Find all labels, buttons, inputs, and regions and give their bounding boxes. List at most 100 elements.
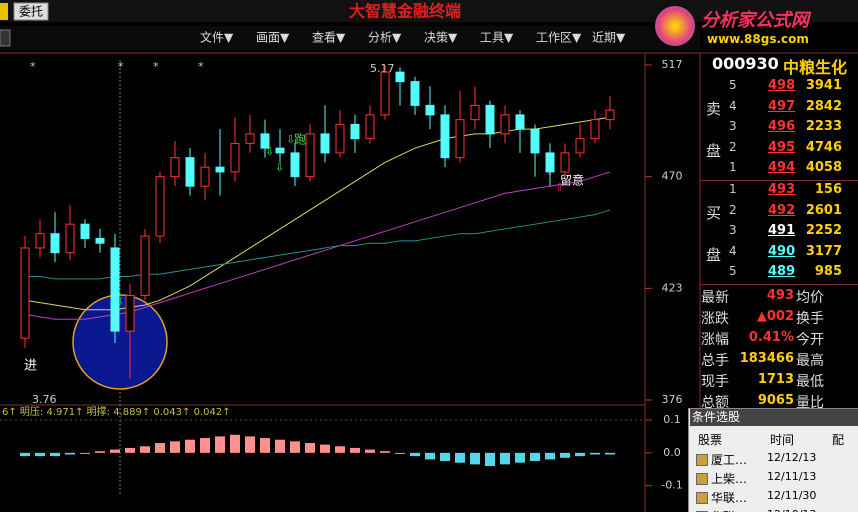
candle xyxy=(605,95,615,130)
menu-item[interactable]: 决策▼ xyxy=(424,31,458,45)
candle xyxy=(455,91,465,163)
volume: 2842 xyxy=(805,98,842,114)
menu-item[interactable]: 近期▼ xyxy=(592,31,626,45)
macd-bar xyxy=(215,436,225,453)
macd-bar xyxy=(140,446,150,453)
body xyxy=(65,223,75,254)
body xyxy=(20,247,30,339)
price: 492 xyxy=(768,202,796,218)
candle xyxy=(545,143,555,187)
menu-item[interactable]: 工具▼ xyxy=(480,31,514,45)
candle xyxy=(530,124,540,177)
stat-label: 总额 xyxy=(701,395,729,411)
row-icon xyxy=(696,473,708,485)
menu-item[interactable]: 分析▼ xyxy=(368,31,402,45)
candle xyxy=(20,236,30,348)
body xyxy=(410,81,420,106)
marker: * xyxy=(30,60,36,73)
macd-bar xyxy=(455,452,465,463)
macd-bar xyxy=(590,452,600,455)
picker-cell[interactable]: 华联… xyxy=(711,491,748,505)
marker: * xyxy=(118,60,124,73)
candle xyxy=(215,129,225,196)
body xyxy=(395,71,405,83)
menu-bar xyxy=(0,26,700,50)
menu-item[interactable]: 画面▼ xyxy=(256,31,290,45)
macd-bar xyxy=(230,434,240,453)
level: 2 xyxy=(729,139,737,154)
stat-label: 最新 xyxy=(701,290,729,306)
macd-bar xyxy=(275,439,285,453)
body xyxy=(230,142,240,173)
arrow: ⇩ xyxy=(265,145,274,158)
button-bg[interactable] xyxy=(13,2,49,21)
candle xyxy=(155,171,165,244)
price: 491 xyxy=(768,223,796,238)
picker-cell: 12/11/30 xyxy=(767,489,817,502)
macd-bar xyxy=(110,449,120,453)
body xyxy=(170,157,180,178)
candle xyxy=(185,148,195,196)
body xyxy=(365,114,375,140)
level: 1 xyxy=(729,160,737,174)
menu-item[interactable]: 查看▼ xyxy=(312,31,346,45)
stat-label: 今开 xyxy=(796,332,824,348)
price: 490 xyxy=(768,243,796,259)
menu-item[interactable]: 文件▼ xyxy=(200,30,234,45)
macd-bar xyxy=(155,443,165,453)
body xyxy=(215,166,225,173)
candle xyxy=(350,114,360,153)
candle xyxy=(80,219,90,248)
macd-bar xyxy=(560,452,570,458)
y-tick-label: 423 xyxy=(662,281,683,294)
candle xyxy=(35,219,45,258)
macd-bar xyxy=(425,452,435,460)
picker-title: 条件选股 xyxy=(690,409,858,426)
candle xyxy=(140,228,150,301)
picker-cell[interactable]: 厦工… xyxy=(711,453,748,467)
body xyxy=(260,133,270,149)
body xyxy=(185,157,195,187)
picker-cell: 12/11/13 xyxy=(767,470,817,483)
body xyxy=(440,114,450,159)
volume: 4746 xyxy=(805,139,842,155)
macd-bar xyxy=(80,452,90,454)
signal: 进 xyxy=(24,359,37,374)
menu-item[interactable]: 工作区▼ xyxy=(536,31,582,45)
body xyxy=(245,133,255,144)
stock-name: 中粮生化 xyxy=(783,58,848,77)
y-tick-label: 376 xyxy=(662,393,683,406)
level: 4 xyxy=(729,243,737,258)
body xyxy=(605,109,615,121)
volume: 2233 xyxy=(805,119,842,134)
macd-bar xyxy=(50,452,60,457)
candle xyxy=(470,86,480,130)
macd-bar xyxy=(395,452,405,454)
picker-header: 配 xyxy=(832,433,845,447)
candle xyxy=(200,152,210,201)
divider xyxy=(700,284,858,285)
button-bg[interactable] xyxy=(0,3,8,20)
macd-bar xyxy=(20,452,30,457)
volume: 3177 xyxy=(805,243,842,259)
stat-label: 总手 xyxy=(701,353,729,369)
candle xyxy=(260,119,270,158)
price: 496 xyxy=(768,119,796,134)
side-label: 买 xyxy=(706,204,722,222)
picker-cell[interactable]: 华联 xyxy=(711,508,735,512)
side-label: 盘 xyxy=(706,142,722,160)
body xyxy=(335,123,345,154)
candle xyxy=(590,110,600,144)
picker-cell[interactable]: 上柴… xyxy=(711,472,748,486)
stat-label: 涨幅 xyxy=(701,332,729,348)
button[interactable]: 委托 xyxy=(19,5,43,19)
candle xyxy=(290,143,300,187)
body xyxy=(530,128,540,154)
body xyxy=(350,123,360,140)
dropdown[interactable] xyxy=(0,29,11,47)
macd-bar xyxy=(380,451,390,453)
body xyxy=(380,71,390,116)
macd-bar xyxy=(470,452,480,465)
